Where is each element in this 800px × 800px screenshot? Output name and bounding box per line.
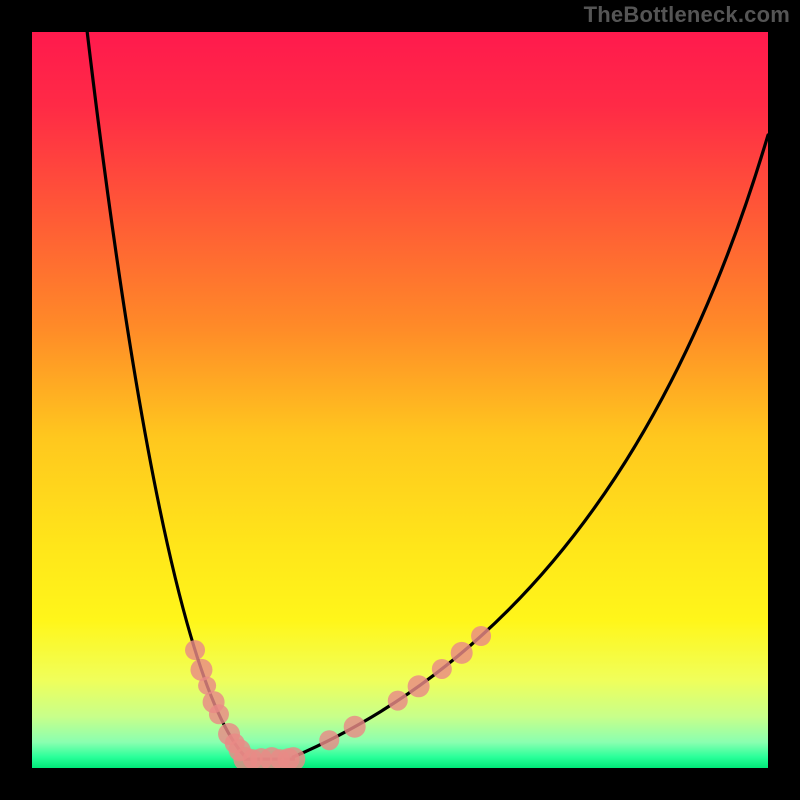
plot-area [32, 32, 768, 768]
data-marker [388, 691, 408, 711]
data-marker [432, 659, 452, 679]
data-marker [451, 642, 473, 664]
data-marker [408, 675, 430, 697]
data-marker [319, 730, 339, 750]
bottleneck-curve-svg [32, 32, 768, 768]
data-marker [185, 640, 205, 660]
chart-stage: TheBottleneck.com [0, 0, 800, 800]
data-marker [344, 716, 366, 738]
data-marker [209, 704, 229, 724]
gradient-background [32, 32, 768, 768]
watermark-text: TheBottleneck.com [584, 2, 790, 28]
data-marker [471, 626, 491, 646]
